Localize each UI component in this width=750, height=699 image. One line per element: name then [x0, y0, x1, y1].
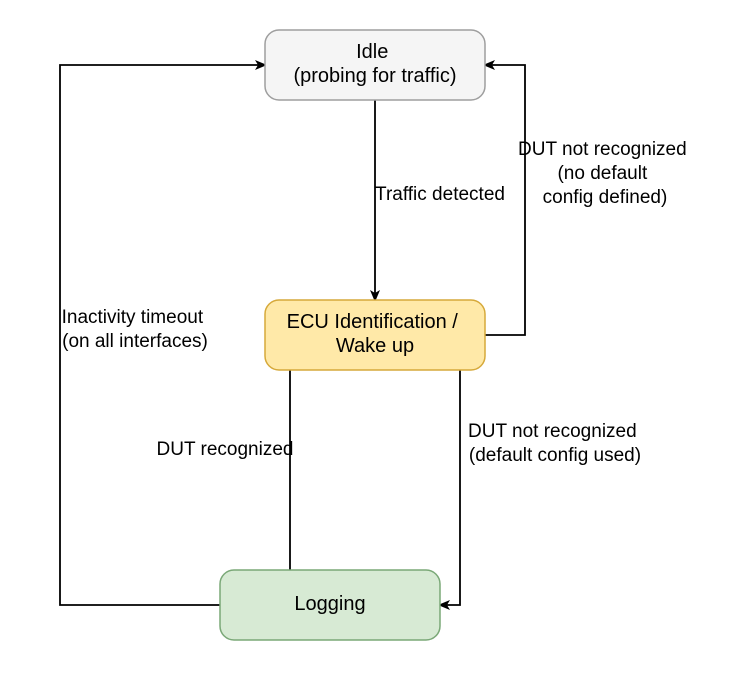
- edge-inactivity-timeout: Inactivity timeout (on all interfaces): [60, 65, 265, 605]
- node-logging: Logging: [220, 570, 440, 640]
- edge-dut-not-recognized-no-default: DUT not recognized (no default config de…: [485, 65, 692, 335]
- edge-label: Traffic detected: [375, 184, 505, 205]
- edge-dut-not-recognized-default: DUT not recognized (default config used): [440, 370, 642, 605]
- edge-label: Inactivity timeout (on all interfaces): [62, 307, 209, 352]
- edge-traffic-detected: Traffic detected: [375, 100, 505, 300]
- node-idle: Idle (probing for traffic): [265, 30, 485, 100]
- edge-label: DUT recognized: [157, 439, 294, 460]
- node-ecu: ECU Identification / Wake up: [265, 300, 485, 370]
- edge-label: DUT not recognized (no default config de…: [518, 139, 692, 208]
- edge-path: [440, 370, 460, 605]
- node-label: Logging: [294, 593, 365, 615]
- edge-label: DUT not recognized (default config used): [468, 421, 642, 466]
